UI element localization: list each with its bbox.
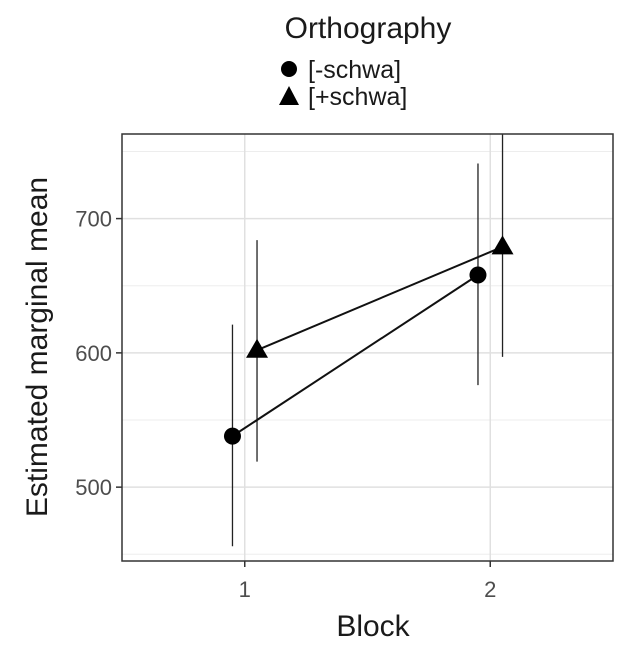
legend-label-plus-schwa: [+schwa] <box>308 83 407 111</box>
y-axis: 500 600 700 <box>75 207 122 500</box>
y-tick-label: 600 <box>75 341 112 366</box>
point-circle <box>469 266 487 284</box>
panel-border <box>121 133 614 562</box>
y-tick-label: 500 <box>75 475 112 500</box>
y-tick-label: 700 <box>75 207 112 232</box>
y-axis-label: Estimated marginal mean <box>21 177 54 517</box>
legend: Orthography [-schwa] [+schwa] <box>279 12 451 111</box>
legend-marker-circle <box>281 61 297 77</box>
plot-panel <box>121 133 614 562</box>
point-triangle <box>246 338 269 358</box>
grid <box>122 134 613 561</box>
series-line <box>231 274 479 437</box>
x-axis-label: Block <box>336 610 410 643</box>
series-lines <box>231 245 503 437</box>
legend-marker-triangle <box>279 86 299 105</box>
data-points <box>223 235 514 445</box>
x-tick-label: 1 <box>239 577 251 602</box>
point-triangle <box>491 235 514 255</box>
legend-title: Orthography <box>285 12 452 45</box>
legend-label-minus-schwa: [-schwa] <box>308 56 401 84</box>
point-circle <box>223 427 241 445</box>
x-tick-label: 2 <box>484 577 496 602</box>
series-line <box>256 245 503 352</box>
